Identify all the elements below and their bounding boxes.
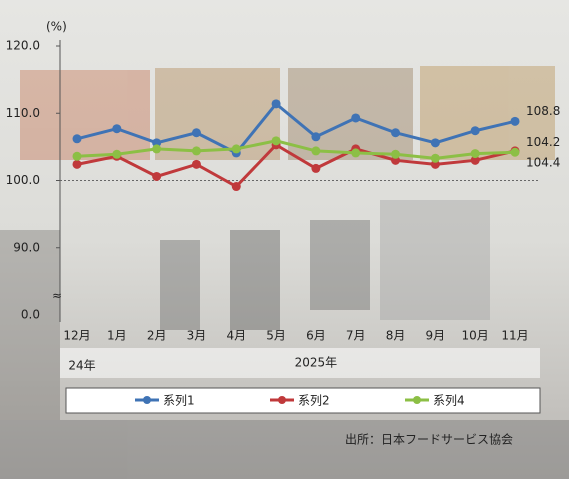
x-tick-label: 8月 [386, 329, 406, 343]
point [72, 151, 82, 161]
year-band [60, 348, 540, 378]
year-label: 2025年 [295, 356, 338, 370]
point [391, 149, 401, 159]
point [351, 113, 361, 123]
legend-label: 系列2 [298, 394, 330, 408]
x-tick-label: 11月 [501, 329, 528, 343]
point [152, 171, 162, 181]
point [311, 163, 321, 173]
point [191, 146, 201, 156]
y-tick-label: 90.0 [13, 240, 40, 254]
x-tick-label: 2月 [147, 329, 167, 343]
y-tick-label: 0.0 [21, 308, 40, 322]
point [271, 99, 281, 109]
point [231, 144, 241, 154]
source: 出所：日本フードサービス協会 [345, 432, 513, 447]
series-line [76, 101, 516, 155]
point [510, 147, 520, 157]
point [271, 136, 281, 146]
year-label: 24年 [68, 359, 95, 373]
x-tick-label: 10月 [462, 329, 489, 343]
point [191, 128, 201, 138]
point [311, 146, 321, 156]
point [112, 124, 122, 134]
point [112, 149, 122, 159]
point [430, 138, 440, 148]
legend-marker [413, 396, 421, 404]
x-tick-label: 9月 [426, 329, 446, 343]
legend-marker [278, 396, 286, 404]
background-photo [0, 66, 569, 479]
y-tick-label: 120.0 [6, 39, 40, 53]
point [470, 149, 480, 159]
end-label: 104.2 [526, 135, 560, 149]
unit-label: (%) [46, 20, 67, 34]
series-line [76, 139, 516, 160]
point [510, 116, 520, 126]
axis-break: ≈ [52, 289, 62, 303]
end-label: 104.4 [526, 155, 560, 169]
x-tick-label: 7月 [346, 329, 366, 343]
x-tick-label: 12月 [63, 329, 90, 343]
x-tick-label: 5月 [266, 329, 286, 343]
legend-marker [143, 396, 151, 404]
y-tick-label: 100.0 [6, 173, 40, 187]
end-label: 108.8 [526, 104, 560, 118]
point [430, 153, 440, 163]
point [470, 126, 480, 136]
series-line [76, 142, 516, 189]
point [391, 128, 401, 138]
legend-label: 系列4 [433, 394, 465, 408]
point [231, 182, 241, 192]
point [152, 144, 162, 154]
legend-label: 系列1 [163, 394, 195, 408]
x-tick-label: 3月 [187, 329, 207, 343]
point [72, 159, 82, 169]
point [351, 148, 361, 158]
point [470, 155, 480, 165]
x-tick-label: 4月 [226, 329, 246, 343]
x-tick-label: 1月 [107, 329, 127, 343]
point [311, 132, 321, 142]
x-tick-label: 6月 [306, 329, 326, 343]
point [72, 134, 82, 144]
point [191, 159, 201, 169]
y-tick-label: 110.0 [6, 106, 40, 120]
